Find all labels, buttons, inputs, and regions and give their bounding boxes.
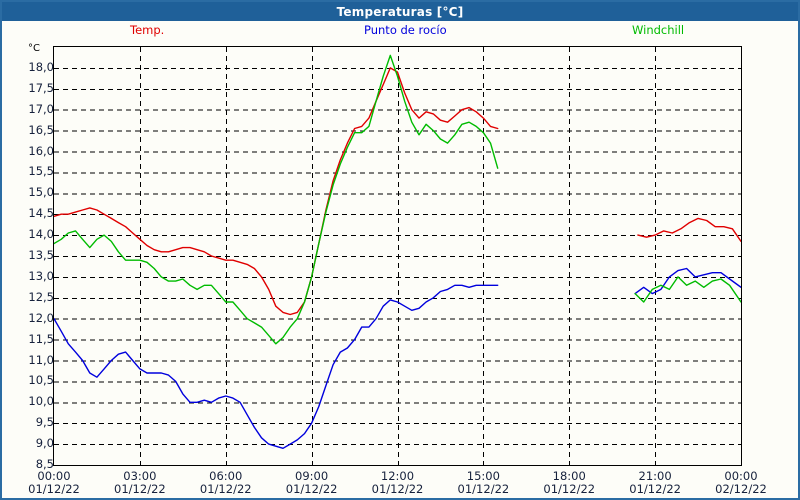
y-axis-tick: 10,5 [28,373,54,388]
x-axis-tick-date: 01/12/22 [199,482,252,496]
y-axis-unit-label: °C [28,43,40,54]
x-axis-tick: 09:00 01/12/22 [272,470,352,496]
y-axis-tick: 17,0 [28,101,54,116]
y-axis-tick: 10,0 [28,394,54,409]
x-axis-tick-date: 01/12/22 [285,482,338,496]
x-axis-tick-date: 01/12/22 [371,482,424,496]
legend-item-dewpoint: Punto de rocío [364,23,447,37]
x-axis-tick-time: 21:00 [638,469,672,483]
window-title-bar: Temperaturas [°C] [2,2,798,21]
y-axis-tick: 9,5 [35,415,54,430]
x-axis-tick-time: 15:00 [466,469,500,483]
y-axis-tick: 11,0 [28,352,54,367]
y-axis-tick: 17,5 [28,80,54,95]
legend-item-temp: Temp. [130,23,165,37]
x-axis-tick-time: 18:00 [552,469,586,483]
x-axis-tick-time: 06:00 [209,469,243,483]
y-axis-tick: 15,5 [28,164,54,179]
y-axis-tick: 8,5 [35,457,54,471]
y-axis-tick: 9,0 [35,436,54,451]
x-axis-tick-date: 01/12/22 [629,482,681,496]
plot-frame [53,46,742,466]
x-axis-tick: 21:00 01/12/22 [615,470,695,496]
y-axis-tick: 14,0 [28,227,54,242]
x-axis-tick-time: 03:00 [123,469,157,483]
x-axis-tick-date: 01/12/22 [457,482,510,496]
x-axis-tick: 18:00 01/12/22 [529,470,609,496]
x-axis-tick-date: 01/12/22 [543,482,596,496]
y-axis-tick: 12,5 [28,289,54,304]
chart-legend: Temp. Punto de rocío Windchill [2,23,798,40]
x-axis-tick-time: 12:00 [380,469,415,483]
y-axis-tick: 13,0 [28,268,54,283]
x-axis-tick: 15:00 01/12/22 [443,470,523,496]
y-axis-tick: 12,0 [28,310,54,325]
x-axis-tick: 12:00 01/12/22 [358,470,438,496]
plot-area [53,46,742,466]
legend-item-windchill: Windchill [632,23,685,37]
x-axis-tick-date: 02/12/22 [715,482,767,496]
y-axis-tick: 13,5 [28,248,54,262]
y-axis-tick: 16,0 [28,143,54,158]
y-axis-tick: 14,5 [28,206,54,221]
x-axis-tick: 06:00 01/12/22 [186,470,266,496]
y-axis-tick: 18,0 [28,59,54,74]
y-axis-tick: 16,5 [28,122,54,137]
x-axis-tick: 03:00 01/12/22 [100,470,180,496]
x-axis-tick: 00:00 01/12/22 [14,470,94,496]
x-axis-tick-time: 00:00 [724,469,758,483]
y-axis-tick: 11,5 [28,331,54,346]
y-axis-tick: 15,0 [28,185,54,200]
x-axis-tick-time: 09:00 [295,469,329,483]
chart-canvas [54,47,741,465]
x-axis-tick-date: 01/12/22 [28,482,80,496]
page-title: Temperaturas [°C] [336,4,464,19]
x-axis-tick: 00:00 02/12/22 [701,470,781,496]
x-axis-tick-date: 01/12/22 [114,482,166,496]
x-axis-tick-time: 00:00 [37,469,71,483]
